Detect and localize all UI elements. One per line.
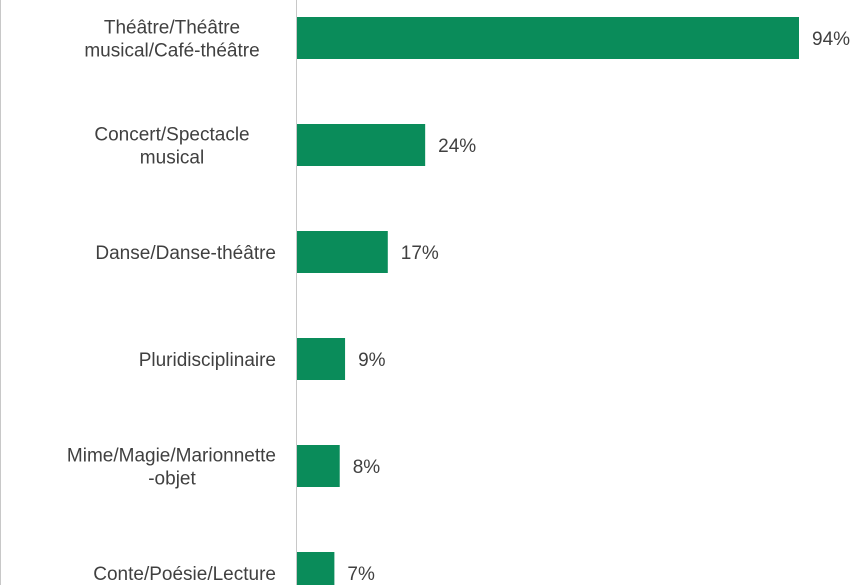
data-label-0: 94%: [812, 29, 850, 50]
data-label-3: 9%: [358, 350, 386, 371]
category-label-3-line-0: Pluridisciplinaire: [139, 350, 276, 371]
category-label-5-line-0: Conte/Poésie/Lecture: [93, 564, 276, 585]
data-label-4: 8%: [353, 457, 381, 478]
category-label-0-line-0: Théâtre/Théâtre: [104, 18, 240, 39]
bar-5: [297, 552, 335, 585]
category-label-1-line-1: musical: [140, 148, 204, 169]
category-label-1-line-0: Concert/Spectacle: [94, 125, 249, 146]
category-label-4-line-0: Mime/Magie/Marionnette: [67, 446, 276, 467]
bar-0: [297, 17, 799, 59]
data-label-1: 24%: [438, 136, 476, 157]
bar-3: [297, 338, 346, 380]
data-label-2: 17%: [401, 243, 439, 264]
bars-group: [297, 17, 799, 585]
bar-1: [297, 124, 426, 166]
data-label-5: 7%: [347, 564, 375, 585]
category-label-2-line-0: Danse/Danse-théâtre: [95, 243, 276, 264]
bar-4: [297, 445, 340, 487]
bar-2: [297, 231, 388, 273]
category-label-0-line-1: musical/Café-théâtre: [84, 41, 259, 62]
category-label-4-line-1: -objet: [148, 469, 196, 490]
data-labels-group: 94% 24% 17% 9% 8% 7%: [347, 29, 850, 585]
